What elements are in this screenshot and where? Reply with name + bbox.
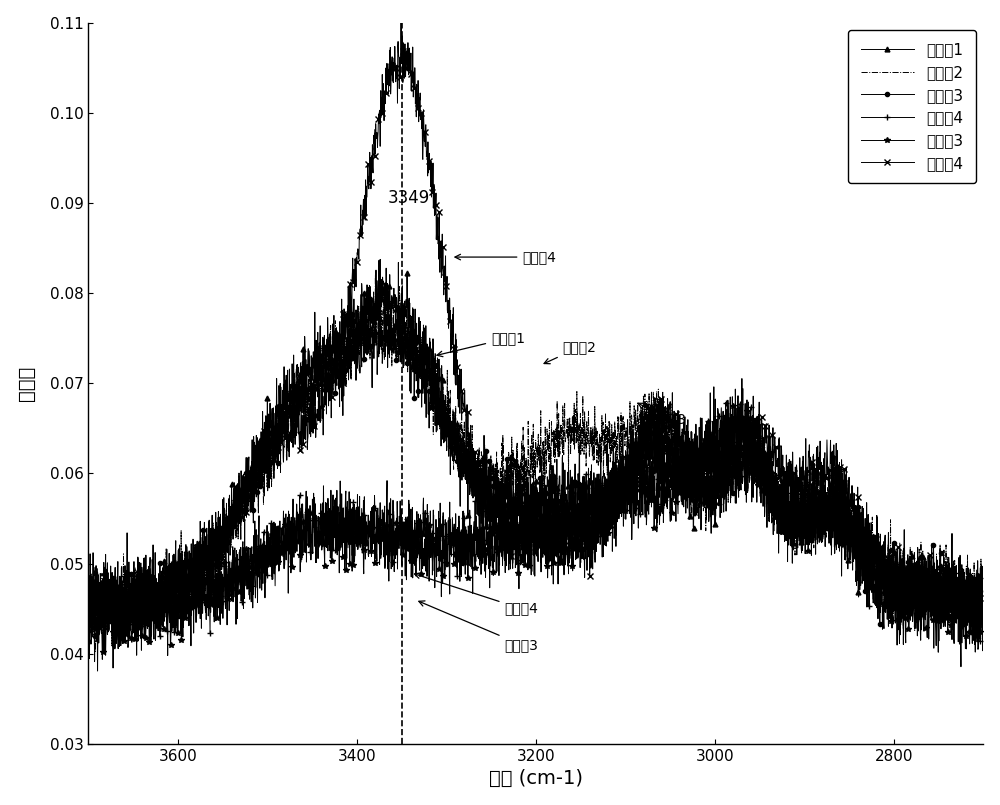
实施例3 bbox=[960, 581, 972, 591]
参考例4 bbox=[130, 634, 142, 644]
Text: 实施例2: 实施例2 bbox=[544, 341, 597, 364]
参考例4 bbox=[395, 16, 407, 26]
实施例4 bbox=[107, 663, 119, 673]
实施例2 bbox=[185, 584, 197, 594]
Line: 参考例4: 参考例4 bbox=[86, 19, 986, 642]
Text: 实施例4: 实施例4 bbox=[414, 573, 538, 616]
实施例4 bbox=[82, 627, 94, 637]
参考例4 bbox=[185, 569, 197, 579]
参考例4 bbox=[238, 489, 250, 498]
参考例3 bbox=[426, 544, 438, 554]
实施例4 bbox=[960, 572, 972, 581]
实施例3 bbox=[977, 602, 989, 612]
Legend: 实施例1, 实施例2, 实施例3, 实施例4, 参考例3, 参考例4: 实施例1, 实施例2, 实施例3, 实施例4, 参考例3, 参考例4 bbox=[848, 31, 976, 183]
Line: 实施例1: 实施例1 bbox=[86, 257, 986, 663]
参考例4 bbox=[82, 576, 94, 586]
参考例3 bbox=[960, 644, 972, 654]
实施例4 bbox=[426, 535, 438, 545]
实施例2 bbox=[82, 620, 94, 630]
参考例3 bbox=[726, 392, 738, 402]
参考例3 bbox=[92, 667, 104, 676]
实施例1 bbox=[465, 464, 477, 473]
参考例4 bbox=[977, 581, 989, 591]
实施例4 bbox=[465, 562, 477, 572]
实施例3 bbox=[465, 471, 477, 481]
Line: 参考例3: 参考例3 bbox=[86, 394, 986, 674]
参考例4 bbox=[960, 599, 972, 609]
实施例1 bbox=[89, 655, 101, 665]
实施例3 bbox=[372, 295, 384, 304]
实施例3 bbox=[82, 597, 94, 606]
参考例3 bbox=[977, 606, 989, 616]
X-axis label: 波数 (cm-1): 波数 (cm-1) bbox=[489, 770, 583, 788]
Line: 实施例4: 实施例4 bbox=[86, 384, 986, 671]
实施例4 bbox=[977, 592, 989, 601]
Text: 3349: 3349 bbox=[388, 189, 430, 208]
实施例4 bbox=[185, 595, 197, 605]
实施例3 bbox=[110, 632, 122, 642]
实施例2 bbox=[89, 646, 101, 656]
Y-axis label: 吸光度: 吸光度 bbox=[17, 365, 36, 401]
参考例4 bbox=[426, 188, 438, 197]
实施例2 bbox=[465, 460, 477, 470]
实施例1 bbox=[960, 588, 972, 598]
实施例3 bbox=[238, 480, 250, 489]
实施例2 bbox=[426, 375, 438, 385]
参考例4 bbox=[465, 434, 477, 444]
Line: 实施例2: 实施例2 bbox=[88, 276, 983, 651]
实施例1 bbox=[426, 396, 438, 406]
参考例3 bbox=[185, 599, 197, 609]
参考例3 bbox=[82, 637, 94, 646]
实施例4 bbox=[864, 579, 876, 588]
实施例2 bbox=[238, 484, 250, 493]
参考例3 bbox=[238, 572, 250, 581]
实施例4 bbox=[708, 382, 720, 392]
参考例3 bbox=[864, 572, 876, 582]
实施例2 bbox=[864, 541, 876, 551]
实施例3 bbox=[864, 565, 876, 575]
实施例1 bbox=[374, 254, 386, 264]
实施例1 bbox=[185, 550, 197, 559]
Text: 实施例1: 实施例1 bbox=[437, 331, 525, 357]
实施例3 bbox=[185, 561, 197, 571]
实施例1 bbox=[864, 572, 876, 581]
实施例2 bbox=[977, 580, 989, 589]
实施例4 bbox=[238, 584, 250, 594]
实施例2 bbox=[960, 561, 972, 571]
参考例3 bbox=[465, 541, 477, 551]
Line: 实施例3: 实施例3 bbox=[86, 298, 985, 638]
Text: 参考例4: 参考例4 bbox=[455, 250, 556, 264]
Text: 参考例3: 参考例3 bbox=[419, 601, 538, 652]
实施例2 bbox=[369, 271, 381, 281]
实施例1 bbox=[977, 582, 989, 592]
参考例4 bbox=[864, 526, 876, 535]
实施例3 bbox=[426, 402, 438, 412]
Text: 实施例3: 实施例3 bbox=[638, 403, 686, 427]
实施例1 bbox=[82, 590, 94, 600]
实施例1 bbox=[238, 472, 250, 481]
